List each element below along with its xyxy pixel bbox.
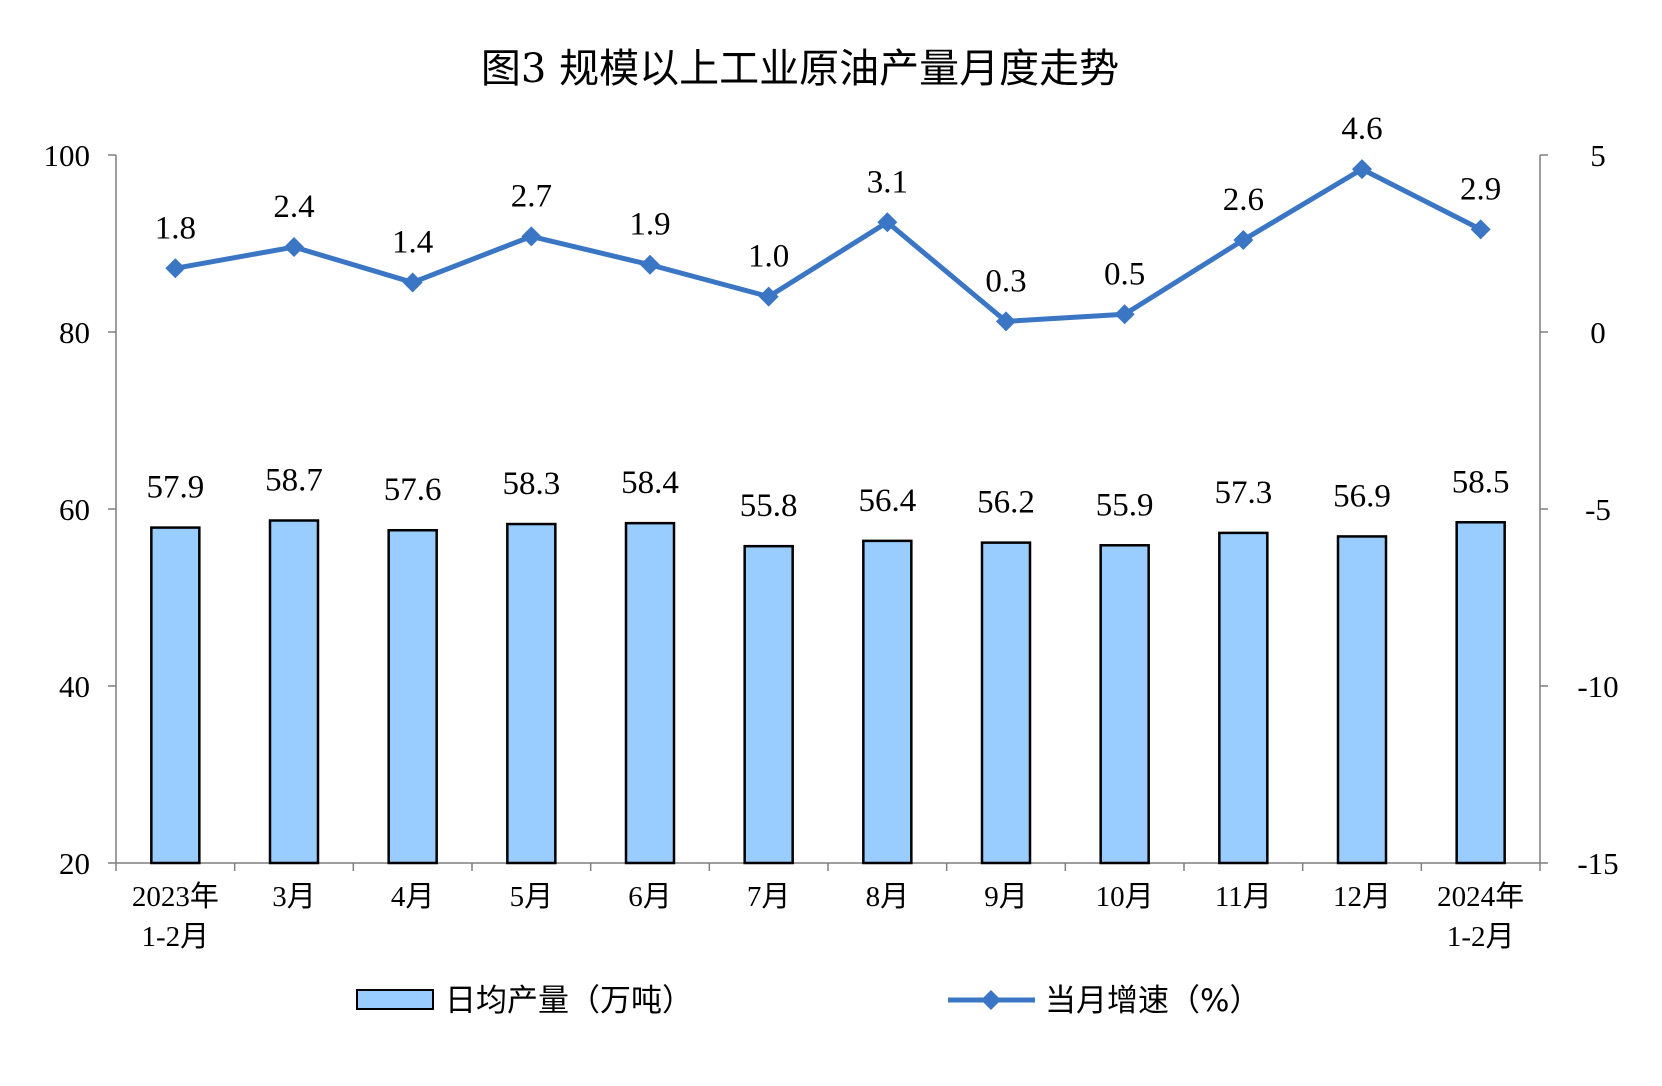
bar bbox=[1099, 544, 1150, 865]
x-axis-category-label: 4月 bbox=[391, 881, 435, 913]
line-data-label: 2.9 bbox=[1460, 171, 1501, 207]
bar-data-label: 56.4 bbox=[858, 483, 916, 519]
bar-data-label: 57.6 bbox=[384, 472, 442, 508]
line-point-marker bbox=[521, 226, 542, 247]
x-axis-category-label: 10月 bbox=[1096, 881, 1154, 913]
bar bbox=[1336, 535, 1388, 865]
right-axis-tick-label: 0 bbox=[1590, 315, 1606, 350]
line-data-label: 0.3 bbox=[985, 263, 1026, 299]
x-axis-category-label: 2024年 bbox=[1437, 880, 1524, 913]
right-axis-tick-label: 5 bbox=[1590, 138, 1606, 173]
x-axis-category-label: 1-2月 bbox=[1447, 921, 1515, 953]
line-data-label: 1.0 bbox=[748, 239, 789, 275]
x-axis-category-label: 2023年 bbox=[132, 880, 219, 913]
bar-data-label: 56.9 bbox=[1333, 478, 1391, 514]
right-axis-tick-label: -5 bbox=[1585, 492, 1611, 527]
right-axis-tick-label: -15 bbox=[1577, 846, 1618, 881]
x-axis-category-label: 8月 bbox=[866, 881, 910, 913]
bar-data-label: 58.4 bbox=[621, 465, 679, 501]
x-axis-category-label: 11月 bbox=[1215, 881, 1272, 913]
line-data-label: 1.8 bbox=[155, 210, 196, 246]
bar bbox=[268, 519, 320, 865]
bar bbox=[624, 521, 676, 865]
left-axis-tick-label: 40 bbox=[59, 669, 90, 704]
x-axis-category-label: 5月 bbox=[510, 881, 554, 913]
line-data-label: 0.5 bbox=[1104, 256, 1145, 292]
legend-bar-label: 日均产量（万吨） bbox=[445, 983, 693, 1019]
line-data-label: 2.6 bbox=[1223, 182, 1264, 218]
left-axis-tick-label: 60 bbox=[59, 492, 90, 527]
bar-data-label: 58.7 bbox=[265, 463, 323, 499]
legend-bar-swatch bbox=[356, 989, 434, 1010]
bar bbox=[743, 544, 794, 865]
growth-line bbox=[174, 166, 1482, 324]
line-data-label: 1.4 bbox=[392, 224, 433, 260]
legend-line-label: 当月增速（%） bbox=[1045, 983, 1260, 1019]
x-axis-category-label: 1-2月 bbox=[141, 921, 209, 953]
line-point-marker bbox=[1114, 304, 1135, 325]
bar-data-label: 55.8 bbox=[740, 488, 798, 524]
bar-data-label: 57.9 bbox=[146, 470, 204, 506]
left-axis-tick-label: 20 bbox=[59, 846, 90, 881]
line-point-marker bbox=[640, 254, 660, 275]
bar-data-label: 58.5 bbox=[1452, 464, 1510, 500]
line-point-marker bbox=[996, 311, 1016, 332]
line-point-marker bbox=[402, 272, 423, 293]
bar-data-label: 56.2 bbox=[977, 485, 1035, 521]
line-point-marker bbox=[877, 212, 898, 233]
left-axis-tick-label: 100 bbox=[44, 138, 91, 173]
line-data-label: 2.7 bbox=[511, 178, 552, 214]
line-data-label: 2.4 bbox=[273, 189, 314, 225]
bar-data-label: 57.3 bbox=[1214, 475, 1272, 511]
line-data-label: 4.6 bbox=[1341, 111, 1382, 147]
bar bbox=[506, 522, 557, 865]
x-axis-category-label: 7月 bbox=[747, 881, 791, 913]
bar bbox=[1218, 531, 1269, 865]
legend-line-marker bbox=[981, 990, 1001, 1010]
line-point-marker bbox=[284, 237, 304, 258]
line-point-marker bbox=[165, 258, 186, 279]
line-data-label: 1.9 bbox=[629, 207, 670, 243]
line-point-marker bbox=[1352, 159, 1372, 180]
x-axis-category-label: 9月 bbox=[984, 881, 1028, 913]
bar bbox=[387, 528, 438, 865]
right-axis-tick-label: -10 bbox=[1577, 669, 1618, 704]
bar bbox=[980, 541, 1032, 865]
line-point-marker bbox=[1470, 219, 1491, 240]
x-axis-category-label: 6月 bbox=[628, 881, 672, 913]
x-axis-category-label: 3月 bbox=[272, 881, 316, 913]
bar-data-label: 55.9 bbox=[1096, 487, 1154, 523]
line-data-label: 3.1 bbox=[867, 164, 908, 200]
line-point-marker bbox=[758, 286, 779, 307]
bar bbox=[862, 539, 913, 865]
x-axis-category-label: 12月 bbox=[1333, 881, 1391, 913]
bar bbox=[1455, 521, 1506, 865]
line-point-marker bbox=[1233, 229, 1254, 250]
chart-title: 图3 规模以上工业原油产量月度走势 bbox=[480, 46, 1120, 92]
bar bbox=[150, 526, 201, 865]
left-axis-tick-label: 80 bbox=[59, 315, 90, 350]
bar-data-label: 58.3 bbox=[502, 466, 560, 502]
